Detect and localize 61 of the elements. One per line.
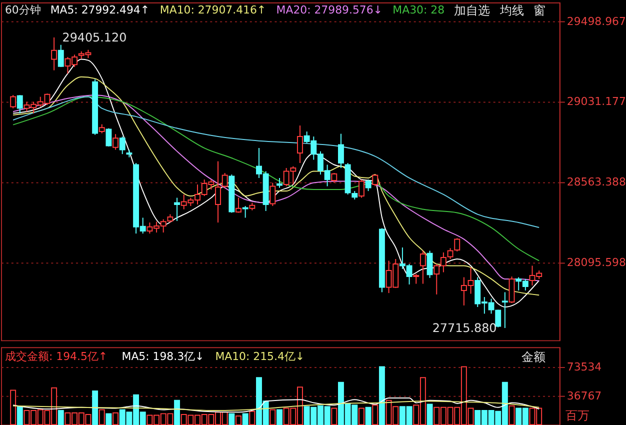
candlestick <box>508 276 515 304</box>
annotation: 窗 <box>534 3 546 18</box>
candlestick <box>502 292 508 328</box>
text: MA20: 27989.576↓ <box>276 3 382 16</box>
bar <box>242 413 248 425</box>
bar <box>228 413 235 425</box>
text: MA5: 198.3亿↓ <box>122 350 204 364</box>
bar <box>106 413 112 425</box>
candlestick <box>174 197 180 222</box>
candlestick <box>106 128 112 147</box>
y-axis-title: 百万 <box>565 408 590 423</box>
y-tick-label: 36767 <box>566 389 602 402</box>
text: 成交金额: 194.5亿↑ <box>4 350 108 364</box>
candlestick <box>297 125 303 164</box>
candlestick <box>426 250 433 278</box>
candlestick <box>112 134 119 150</box>
candlestick <box>276 177 282 188</box>
line-series <box>12 400 540 412</box>
line-series <box>12 96 540 228</box>
candlestick <box>51 36 58 71</box>
text: MA5: 27992.494↑ <box>50 3 150 16</box>
text: MA10: 27907.416↑ <box>160 3 266 16</box>
line-series <box>12 398 540 413</box>
annotation: 均线 <box>498 3 524 18</box>
bar <box>174 400 180 425</box>
candlestick <box>119 136 126 155</box>
candlestick <box>331 172 338 184</box>
candlestick <box>236 197 242 214</box>
candlestick <box>242 206 248 218</box>
candlestick <box>338 133 344 168</box>
bar <box>92 390 98 425</box>
candlestick <box>222 172 228 188</box>
text: MA30: 28 <box>392 3 445 16</box>
y-tick-label: 29031.177 <box>566 95 626 108</box>
annotation: 加自选 <box>454 3 490 18</box>
candlestick <box>16 94 23 114</box>
candlestick <box>365 179 372 192</box>
candlestick <box>420 250 426 284</box>
annotation: 金额 <box>522 350 546 364</box>
text: MA10: 215.4亿↓ <box>215 350 305 364</box>
candlestick <box>58 44 64 68</box>
candlestick <box>372 174 378 187</box>
bar <box>365 406 372 425</box>
y-tick-label: 28095.598 <box>566 256 626 270</box>
candlestick <box>270 182 276 207</box>
candlestick <box>495 309 502 328</box>
chart-title: 60分钟 <box>4 3 41 16</box>
bar <box>426 404 433 425</box>
annotation: 29405.120 <box>62 30 127 44</box>
candlestick <box>215 160 221 224</box>
y-tick-label: 28563.388 <box>566 176 626 189</box>
candlestick <box>358 179 364 198</box>
candlestick <box>10 94 16 109</box>
bar <box>58 410 64 425</box>
bar <box>378 366 385 425</box>
candlestick <box>413 273 420 284</box>
y-tick-label: 29498.967 <box>566 14 626 28</box>
bar <box>16 406 23 425</box>
y-tick-label: 73534 <box>566 360 602 374</box>
bar <box>276 409 282 425</box>
annotation: 27715.880 <box>432 320 497 335</box>
